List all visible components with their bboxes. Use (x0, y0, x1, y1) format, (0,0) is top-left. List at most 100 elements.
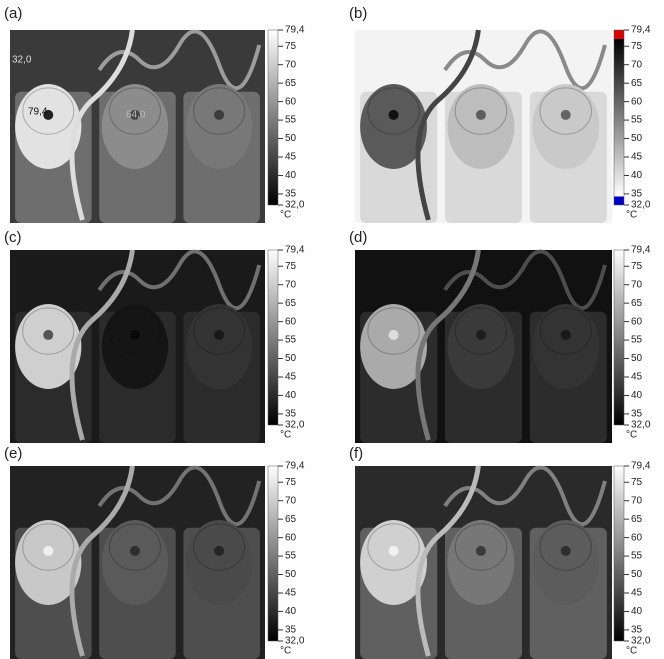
cylinder-hole (214, 546, 224, 556)
colorbar-unit: °C (626, 210, 637, 221)
colorbar-tick-label: 70 (631, 279, 643, 290)
colorbar-tick-label: 35 (631, 625, 643, 636)
colorbar-tick-label: 65 (285, 78, 297, 89)
cylinder-hole (389, 546, 399, 556)
colorbar-unit: °C (280, 210, 291, 221)
colorbar-tick-label: 65 (285, 514, 297, 525)
colorbar-tick-label: 70 (285, 279, 297, 290)
colorbar (614, 250, 624, 425)
panel-label: (c) (4, 229, 22, 246)
colorbar-tick-label: 55 (631, 551, 643, 562)
cylinder-hole (561, 330, 571, 340)
colorbar-tick-label: 45 (631, 372, 643, 383)
cylinder-hole (130, 330, 140, 340)
cylinder-hole (476, 546, 486, 556)
panel: (a)79,475706560555045403532,0°C32,079,46… (4, 5, 305, 223)
colorbar-tick-label: 50 (631, 353, 643, 364)
colorbar-tick-label: 60 (285, 96, 297, 107)
colorbar-tick-label: 50 (631, 133, 643, 144)
colorbar-tick-label: 60 (631, 316, 643, 327)
colorbar-tick-label: 35 (631, 189, 643, 200)
colorbar (268, 466, 278, 641)
colorbar-tick-label: 75 (285, 261, 297, 272)
cylinder-hole (561, 110, 571, 120)
cylinder-hole (130, 546, 140, 556)
colorbar-tick-label: 35 (285, 625, 297, 636)
cylinder-hole (214, 330, 224, 340)
cylinder-hole (214, 110, 224, 120)
colorbar-tick-label: 40 (631, 390, 643, 401)
colorbar-tick-label: 65 (631, 78, 643, 89)
colorbar-tick-label: 79,4 (631, 245, 651, 256)
colorbar-tick-label: 35 (285, 189, 297, 200)
colorbar-tick-label: 45 (285, 372, 297, 383)
colorbar-tick-label: 79,4 (631, 25, 651, 36)
colorbar (268, 250, 278, 425)
panel-label: (a) (4, 5, 22, 22)
colorbar-tick-label: 75 (285, 41, 297, 52)
colorbar-tick-label: 70 (285, 495, 297, 506)
colorbar-tick-label: 65 (631, 514, 643, 525)
panel-label: (f) (349, 445, 363, 462)
temperature-marker: 79,4 (28, 107, 48, 118)
colorbar-tick-label: 65 (285, 298, 297, 309)
cylinder-hole (43, 330, 53, 340)
colorbar-unit: °C (626, 430, 637, 441)
colorbar-tick-label: 60 (631, 96, 643, 107)
cylinder-hole (561, 546, 571, 556)
panel: (f)79,475706560555045403532,0°C (349, 445, 651, 659)
colorbar-tick-label: 50 (285, 353, 297, 364)
colorbar-unit: °C (626, 646, 637, 657)
colorbar-tick-label: 75 (631, 41, 643, 52)
colorbar-tick-label: 50 (285, 133, 297, 144)
colorbar-tick-label: 60 (631, 532, 643, 543)
colorbar-tick-label: 60 (285, 532, 297, 543)
colorbar-tick-label: 75 (631, 261, 643, 272)
colorbar-tick-label: 40 (631, 606, 643, 617)
colorbar-tick-label: 75 (285, 477, 297, 488)
colorbar-tick-label: 40 (631, 170, 643, 181)
colorbar-unit: °C (280, 646, 291, 657)
colorbar (268, 30, 278, 205)
colorbar-tick-label: 45 (631, 152, 643, 163)
colorbar-tick-label: 79,4 (285, 245, 305, 256)
cylinder-hole (389, 110, 399, 120)
colorbar-tick-label: 75 (631, 477, 643, 488)
temperature-marker: 64,0 (126, 110, 146, 121)
colorbar-tick-label: 55 (285, 115, 297, 126)
colorbar-tick-label: 40 (285, 390, 297, 401)
colorbar-tick-label: 50 (285, 569, 297, 580)
colorbar (614, 466, 624, 641)
colorbar-unit: °C (280, 430, 291, 441)
colorbar-tick-label: 45 (631, 588, 643, 599)
colorbar-tick-label: 79,4 (631, 461, 651, 472)
colorbar-tick-label: 55 (285, 335, 297, 346)
panel-label: (e) (4, 445, 22, 462)
colorbar-tick-label: 79,4 (285, 25, 305, 36)
panel: (d)79,475706560555045403532,0°C (349, 229, 651, 443)
colorbar-tick-label: 40 (285, 170, 297, 181)
colorbar-tick-label: 55 (285, 551, 297, 562)
colorbar-tick-label: 35 (631, 409, 643, 420)
colorbar-tick-label: 79,4 (285, 461, 305, 472)
cylinder-hole (476, 330, 486, 340)
colorbar-tick-label: 70 (631, 495, 643, 506)
colorbar-tick-label: 65 (631, 298, 643, 309)
colorbar-tick-label: 45 (285, 152, 297, 163)
colorbar-tick-label: 70 (285, 59, 297, 70)
colorbar-tick-label: 50 (631, 569, 643, 580)
colorbar-tick-label: 40 (285, 606, 297, 617)
cylinder-hole (389, 330, 399, 340)
colorbar-tick-label: 70 (631, 59, 643, 70)
colorbar-tick-label: 55 (631, 115, 643, 126)
cylinder-hole (476, 110, 486, 120)
colorbar-tick-label: 45 (285, 588, 297, 599)
colorbar-tick-label: 35 (285, 409, 297, 420)
temperature-marker: 32,0 (12, 55, 32, 66)
panel-label: (b) (349, 5, 367, 22)
colorbar (614, 30, 624, 205)
figure: (a)79,475706560555045403532,0°C32,079,46… (0, 0, 664, 659)
